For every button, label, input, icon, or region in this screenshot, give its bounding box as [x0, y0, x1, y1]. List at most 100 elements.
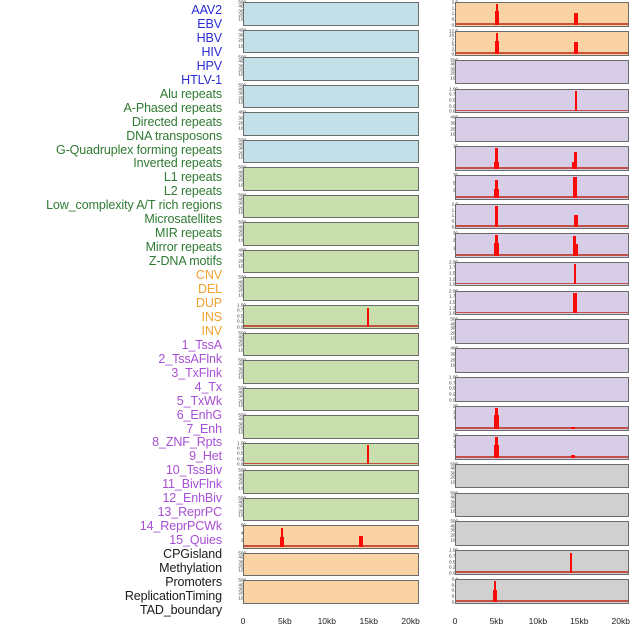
- track-panel-L13[interactable]: [243, 332, 419, 357]
- track-panel-R10[interactable]: [455, 261, 629, 287]
- x-tick-label: 10kb: [317, 616, 337, 626]
- y-tick-label: 300: [450, 352, 458, 358]
- y-tick-label: 100: [238, 568, 246, 574]
- data-spike: [572, 177, 577, 198]
- panel-plot-area: [456, 580, 628, 603]
- track-panel-L6[interactable]: [243, 139, 419, 164]
- track-panel-R4[interactable]: [455, 88, 629, 114]
- track-panel-L10[interactable]: [243, 249, 419, 274]
- panel-plot-area: [456, 292, 628, 315]
- track-panel-R1[interactable]: [455, 2, 629, 27]
- track-panel-R20[interactable]: [455, 550, 629, 575]
- track-label-l2-repeats: L2 repeats: [163, 184, 222, 199]
- y-tick-label: 0.5: [452, 17, 458, 23]
- track-panel-R19[interactable]: [455, 521, 629, 547]
- y-tick-label: 10.0: [449, 33, 458, 39]
- y-axis-ticks-L12: 1.00 0.75 0.50 0.25 0.00: [228, 303, 248, 329]
- track-label-15-quies: 15_Quies: [169, 533, 222, 548]
- track-panel-L4[interactable]: [243, 84, 419, 109]
- y-tick-label: 5.0: [452, 43, 458, 48]
- panel-plot-area: [456, 118, 628, 141]
- y-axis-ticks-R14: 1.00 0.75 0.50 0.25 0.00: [440, 375, 460, 402]
- y-tick-label: 200: [238, 13, 246, 19]
- baseline-track: [244, 462, 418, 465]
- track-panel-L7[interactable]: [243, 167, 419, 191]
- panel-plot-area: [244, 251, 418, 273]
- panel-plot-area: [244, 499, 418, 521]
- panel-plot-area: [244, 471, 418, 493]
- y-tick-label: 400: [238, 248, 246, 254]
- track-panel-L5[interactable]: [243, 112, 419, 136]
- track-panel-L22[interactable]: [243, 580, 419, 604]
- track-panel-R7[interactable]: [455, 175, 629, 200]
- track-panel-R5[interactable]: [455, 117, 629, 143]
- track-label-column: AAV2 EBV HBV HIV HPV HTLV-1 Alu repeats A-Phase…: [0, 0, 228, 620]
- track-panel-R13[interactable]: [455, 348, 629, 373]
- track-label-microsatellites: Microsatellites: [144, 212, 222, 227]
- track-panel-L9[interactable]: [243, 222, 419, 246]
- y-tick-label: 1.0: [452, 213, 458, 219]
- track-panel-R18[interactable]: [455, 492, 629, 518]
- baseline-track: [244, 325, 418, 327]
- track-label-inverted-repeats: Inverted repeats: [133, 156, 222, 171]
- track-panel-L16[interactable]: [243, 415, 419, 439]
- track-panel-L11[interactable]: [243, 277, 419, 301]
- y-tick-label: 400: [238, 87, 246, 93]
- track-panel-L1[interactable]: [243, 2, 419, 26]
- y-tick-label: 0.50: [237, 451, 246, 457]
- track-panel-R8[interactable]: [455, 204, 629, 229]
- y-tick-label: 500: [450, 58, 458, 63]
- y-tick-label: 200: [450, 533, 458, 539]
- panel-plot-area: [244, 554, 418, 576]
- track-panel-L14[interactable]: [243, 360, 419, 384]
- track-label-hbv: HBV: [196, 30, 223, 45]
- track-label-14-reprpcwk: 14_ReprPCWk: [139, 519, 222, 534]
- y-tick-label: 0.4: [452, 577, 458, 583]
- panel-plot-area: [244, 581, 418, 603]
- track-panel-L17[interactable]: [243, 442, 419, 467]
- track-panel-R11[interactable]: [455, 290, 629, 316]
- track-label-9-het: 9_Het: [189, 449, 222, 464]
- track-panel-L19[interactable]: [243, 497, 419, 522]
- y-tick-label: 300: [238, 367, 246, 372]
- track-panel-R21[interactable]: [455, 579, 629, 604]
- track-panel-L3[interactable]: [243, 57, 419, 81]
- track-label-12-enhbiv: 12_EnhBiv: [162, 491, 222, 506]
- track-panel-L15[interactable]: [243, 387, 419, 412]
- y-axis-ticks-R8: 2.01.51.00.50.0: [440, 202, 460, 229]
- track-label-5-txwk: 5_TxWk: [176, 393, 222, 408]
- y-tick-label: 200: [238, 371, 246, 377]
- track-panel-R14[interactable]: [455, 377, 629, 402]
- track-panel-R15[interactable]: [455, 406, 629, 431]
- track-panel-L18[interactable]: [243, 470, 419, 494]
- data-spike: [495, 180, 499, 198]
- y-tick-label: 100: [238, 430, 246, 436]
- track-panel-R17[interactable]: [455, 463, 629, 489]
- track-panel-L21[interactable]: [243, 552, 419, 577]
- track-panel-R12[interactable]: [455, 319, 629, 345]
- y-tick-label: 0.75: [449, 553, 458, 559]
- panel-plot-area: [456, 320, 628, 343]
- baseline-track: [456, 254, 628, 256]
- y-tick-label: 200: [238, 288, 246, 294]
- y-tick-label: 500: [238, 276, 246, 281]
- track-label-promoters: Promoters: [165, 574, 222, 589]
- y-tick-label: 0.5: [452, 219, 458, 225]
- y-tick-label: 1.75: [449, 293, 458, 299]
- track-panel-R3[interactable]: [455, 59, 629, 85]
- panel-plot-area: [456, 494, 628, 517]
- track-panel-R16[interactable]: [455, 434, 629, 460]
- track-panel-R9[interactable]: [455, 232, 629, 258]
- y-axis-ticks-R21: 0.40.30.20.10.0: [440, 577, 460, 604]
- track-panel-R2[interactable]: [455, 30, 629, 56]
- track-panel-R6[interactable]: [455, 146, 629, 171]
- y-tick-label: 300: [450, 500, 458, 505]
- panel-plot-area: [244, 526, 418, 548]
- y-tick-label: 200: [238, 591, 246, 597]
- track-panel-L12[interactable]: [243, 305, 419, 329]
- track-panel-L8[interactable]: [243, 194, 419, 219]
- panel-plot-area: [456, 436, 628, 459]
- track-panel-L2[interactable]: [243, 29, 419, 54]
- y-tick-label: 400: [238, 473, 246, 478]
- track-panel-L20[interactable]: [243, 525, 419, 549]
